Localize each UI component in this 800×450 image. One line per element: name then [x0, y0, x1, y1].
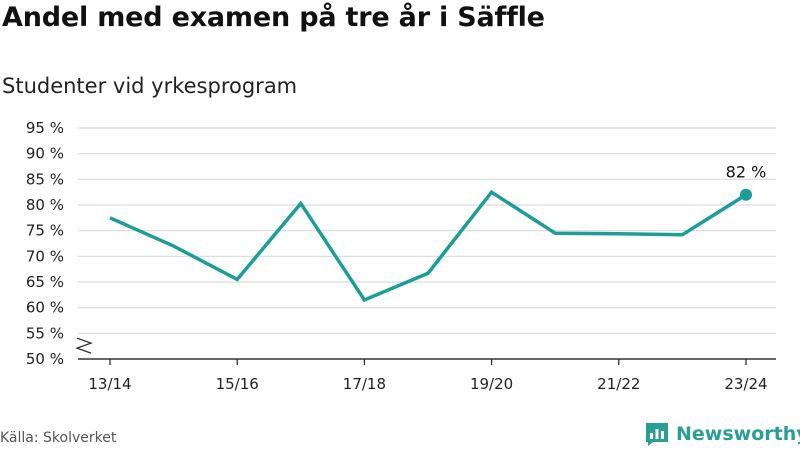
- chart-subtitle: Studenter vid yrkesprogram: [2, 74, 298, 98]
- x-tick-label: 23/24: [724, 375, 767, 393]
- x-tick-label: 21/22: [597, 375, 640, 393]
- y-tick-label: 80 %: [26, 196, 64, 214]
- brand-name: Newsworthy: [676, 423, 800, 445]
- y-tick-label: 75 %: [26, 222, 64, 240]
- y-tick-label: 60 %: [26, 299, 64, 317]
- axis-break-icon: [75, 337, 93, 354]
- x-tick-label: 19/20: [470, 375, 513, 393]
- y-tick-label: 85 %: [26, 170, 64, 188]
- x-tick-label: 15/16: [216, 375, 259, 393]
- newsworthy-logo-icon: [646, 423, 668, 446]
- y-tick-label: 55 %: [26, 324, 64, 342]
- x-tick-label: 17/18: [343, 375, 386, 393]
- data-label: 82 %: [726, 163, 767, 182]
- x-tick-label: 13/14: [88, 375, 131, 393]
- y-tick-label: 90 %: [26, 145, 64, 163]
- chart-title: Andel med examen på tre år i Säffle: [2, 2, 545, 33]
- y-tick-label: 70 %: [26, 247, 64, 265]
- last-point-marker: [740, 188, 752, 201]
- y-tick-label: 95 %: [26, 119, 64, 137]
- series-line: [109, 189, 747, 303]
- source-note: Källa: Skolverket: [0, 430, 117, 446]
- y-tick-label: 50 %: [26, 350, 64, 368]
- y-tick-label: 65 %: [26, 273, 64, 291]
- brand-logo: Newsworthy: [644, 420, 800, 448]
